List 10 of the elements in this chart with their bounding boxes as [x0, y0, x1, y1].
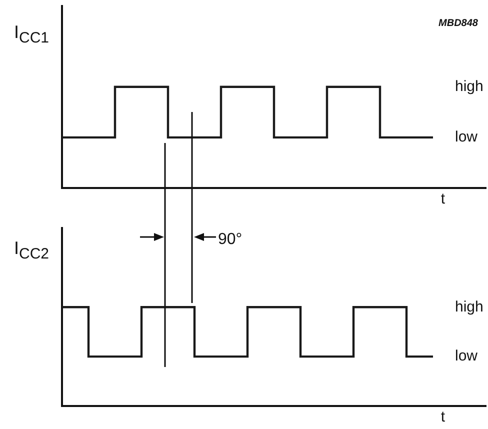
annotation: low — [455, 128, 478, 146]
x-axis-title: t — [440, 408, 446, 426]
text: 90° — [218, 231, 242, 249]
annotation: low — [455, 348, 478, 365]
annotation: high — [455, 298, 484, 316]
y-axis-title: I$_{CC2}$ — [14, 238, 50, 263]
x-axis-title: t — [440, 190, 446, 208]
text: MBD848 — [438, 18, 478, 29]
annotation: high — [455, 78, 484, 96]
y-axis-title: I$_{CC1}$ — [14, 22, 50, 47]
